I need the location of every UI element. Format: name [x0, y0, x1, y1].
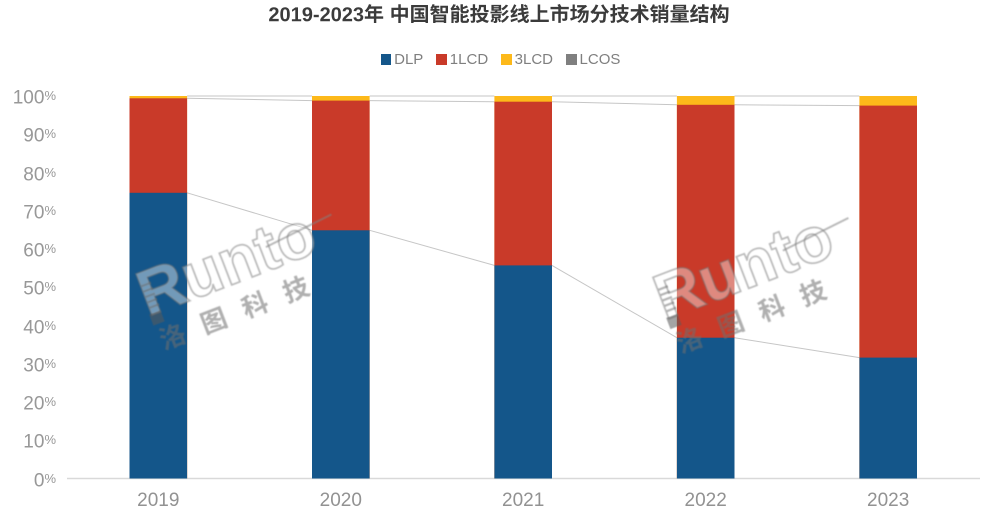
- svg-text:Runto: Runto: [644, 200, 842, 333]
